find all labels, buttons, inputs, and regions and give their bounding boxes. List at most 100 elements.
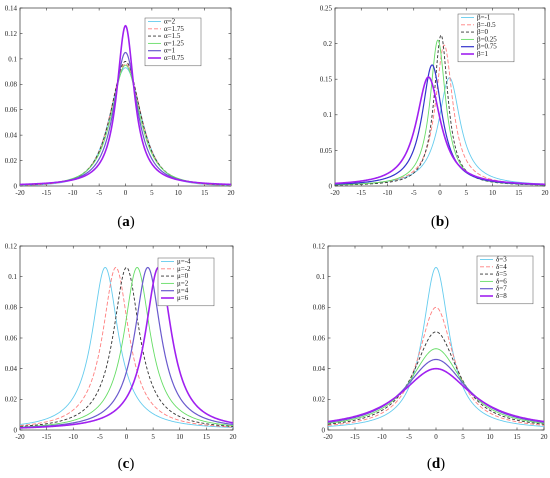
y-tick-label: 0 (14, 426, 18, 434)
x-tick-label: 5 (150, 189, 154, 197)
chart-panel-4: -20 -15 -10 -5 0 5 10 15 20 0 0.02 0.04 0.06 0.08 0.1 0… (313, 242, 548, 472)
panel-caption: (b) (431, 214, 449, 230)
y-tick-label: 0.1 (316, 273, 325, 281)
legend: μ=-4μ=-2μ=0μ=2μ=4μ=6 (157, 258, 215, 307)
x-tick-label: 0 (124, 189, 128, 197)
legend-label: β=0.75 (477, 43, 497, 51)
x-tick-label: 10 (175, 189, 183, 197)
series-line-3 (335, 34, 545, 186)
legend-label: α=1.75 (164, 25, 184, 33)
y-tick-label: 0.12 (5, 30, 18, 38)
x-tick-label: -10 (68, 189, 78, 197)
y-tick-label: 0.02 (5, 396, 18, 404)
x-tick-label: 5 (151, 433, 155, 441)
x-tick-label: 10 (176, 433, 184, 441)
series-line-3 (328, 331, 544, 425)
chart-panel-1: -20 -15 -10 -5 0 5 10 15 20 0 0.02 0.04 0.06 0.08 0.1 0… (5, 4, 235, 230)
x-tick-label: -15 (42, 433, 52, 441)
x-tick-label: 0 (434, 433, 438, 441)
series-line-3 (20, 266, 233, 427)
x-tick-label: 20 (228, 189, 236, 197)
series-line-5 (20, 266, 233, 429)
y-tick-label: 0.1 (323, 111, 332, 119)
legend-label: δ=3 (496, 256, 507, 264)
x-tick-label: 15 (201, 189, 209, 197)
x-tick-label: 20 (542, 189, 550, 197)
x-tick-label: 0 (125, 433, 129, 441)
legend-label: μ=-2 (177, 265, 191, 273)
x-tick-label: -10 (383, 189, 393, 197)
legend-label: β=0 (477, 28, 489, 36)
legend-label: α=1.5 (164, 32, 181, 40)
y-tick-label: 0.06 (5, 334, 18, 342)
y-tick-label: 0.02 (313, 396, 326, 404)
y-tick-label: 0.1 (8, 273, 17, 281)
legend: β=-1β=-0.5β=0β=0.25β=0.75β=1 (457, 14, 515, 63)
legend-label: δ=5 (496, 270, 507, 278)
legend: δ=3δ=4δ=5δ=6δ=7δ=8 (476, 256, 534, 305)
y-tick-label: 0.04 (5, 365, 18, 373)
series-line-2 (20, 63, 231, 186)
legend-label: δ=6 (496, 277, 507, 285)
x-tick-label: 0 (438, 189, 442, 197)
series-line-3 (20, 60, 231, 186)
panel-caption: (a) (117, 214, 135, 230)
y-tick-label: 0.04 (313, 365, 326, 373)
series-line-5 (335, 64, 545, 186)
legend-label: δ=4 (496, 263, 507, 271)
x-tick-label: -20 (15, 189, 25, 197)
series-line-5 (328, 358, 544, 423)
legend-label: μ=0 (177, 272, 189, 280)
y-tick-label: 0.14 (5, 4, 18, 12)
y-tick-label: 0.08 (5, 304, 18, 312)
x-tick-label: -5 (97, 433, 103, 441)
panel-caption: (d) (427, 456, 445, 472)
y-tick-label: 0.15 (320, 76, 333, 84)
legend: α=2α=1.75α=1.5α=1.25α=1α=0.75 (144, 18, 202, 67)
x-tick-label: -15 (357, 189, 367, 197)
x-tick-label: -5 (96, 189, 102, 197)
y-tick-label: 0.08 (313, 304, 326, 312)
series-line-6 (20, 24, 231, 186)
y-tick-label: 0.2 (323, 40, 332, 48)
y-tick-label: 0.25 (320, 4, 333, 12)
y-tick-label: 0.04 (5, 132, 18, 140)
x-tick-label: 20 (541, 433, 549, 441)
y-tick-label: 0.02 (5, 157, 18, 165)
legend-label: δ=7 (496, 285, 507, 293)
legend-label: μ=2 (177, 279, 189, 287)
series-line-5 (20, 51, 231, 186)
x-tick-label: -5 (411, 189, 417, 197)
y-tick-label: 0.1 (8, 55, 17, 63)
legend-label: δ=8 (496, 292, 507, 300)
x-tick-label: -20 (323, 433, 333, 441)
legend-label: α=1.25 (164, 39, 184, 47)
x-tick-label: 10 (487, 433, 495, 441)
legend-label: β=0.25 (477, 35, 497, 43)
series-line-6 (20, 266, 233, 429)
chart-panel-3: -20 -15 -10 -5 0 5 10 15 20 0 0.02 0.04 0.06 0.08 0.1 0… (5, 242, 237, 472)
y-tick-label: 0.08 (5, 81, 18, 89)
x-tick-label: 5 (465, 189, 469, 197)
x-tick-label: 10 (489, 189, 497, 197)
legend-label: μ=4 (177, 287, 189, 295)
series-line-4 (20, 64, 231, 186)
legend-label: α=1 (164, 47, 176, 55)
panel-caption: (c) (118, 456, 135, 472)
series-line-4 (20, 266, 233, 428)
series-line-1 (328, 266, 544, 427)
y-tick-label: 0.05 (320, 147, 333, 155)
legend-label: β=1 (477, 50, 489, 58)
x-tick-label: -15 (350, 433, 360, 441)
x-tick-label: 5 (461, 433, 465, 441)
y-tick-label: 0 (329, 182, 333, 190)
x-tick-label: -15 (42, 189, 52, 197)
x-tick-label: -20 (330, 189, 340, 197)
x-tick-label: 15 (203, 433, 211, 441)
series-line-6 (335, 76, 545, 186)
series-line-1 (20, 67, 231, 186)
legend-label: β=-0.5 (477, 21, 496, 29)
legend-label: μ=6 (177, 294, 189, 302)
series-line-2 (335, 44, 545, 186)
